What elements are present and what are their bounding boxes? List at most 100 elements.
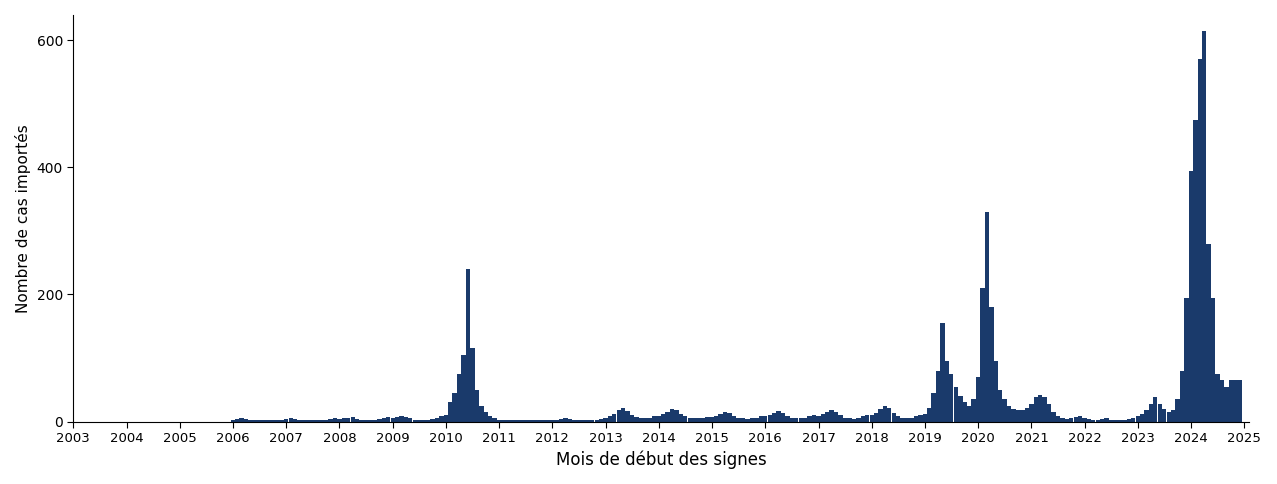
Bar: [1153, 397, 1157, 422]
Bar: [364, 420, 368, 422]
Bar: [1162, 409, 1166, 422]
Bar: [244, 419, 248, 422]
Bar: [1056, 416, 1060, 422]
Bar: [847, 418, 852, 422]
Bar: [1216, 374, 1220, 422]
Bar: [900, 418, 905, 422]
Bar: [590, 420, 594, 422]
Bar: [1087, 419, 1092, 422]
Bar: [289, 418, 292, 422]
Bar: [914, 416, 918, 422]
Bar: [448, 403, 452, 422]
Bar: [409, 418, 412, 422]
Bar: [595, 420, 599, 422]
Bar: [1202, 31, 1207, 422]
Bar: [732, 416, 737, 422]
Bar: [475, 390, 479, 422]
Bar: [1065, 419, 1069, 422]
Bar: [599, 419, 603, 422]
Bar: [794, 418, 798, 422]
Bar: [1166, 412, 1171, 422]
Bar: [298, 420, 301, 422]
Bar: [1207, 243, 1211, 422]
Bar: [888, 408, 891, 422]
Bar: [324, 420, 328, 422]
Bar: [527, 420, 533, 422]
Bar: [669, 409, 674, 422]
Bar: [1234, 380, 1237, 422]
Bar: [798, 418, 803, 422]
Bar: [972, 399, 976, 422]
Bar: [737, 418, 741, 422]
Bar: [644, 418, 647, 422]
Bar: [714, 416, 719, 422]
Bar: [1011, 409, 1016, 422]
Bar: [1078, 416, 1083, 422]
Bar: [1131, 418, 1135, 422]
Bar: [870, 415, 873, 422]
Bar: [430, 419, 434, 422]
Bar: [404, 417, 409, 422]
Bar: [506, 420, 510, 422]
Bar: [568, 419, 572, 422]
Bar: [457, 374, 461, 422]
Bar: [683, 416, 687, 422]
Bar: [638, 418, 644, 422]
Bar: [427, 420, 430, 422]
Bar: [954, 387, 958, 422]
Bar: [873, 413, 879, 422]
Bar: [545, 420, 550, 422]
Bar: [891, 413, 896, 422]
Bar: [310, 420, 315, 422]
Bar: [949, 374, 954, 422]
Bar: [604, 418, 608, 422]
Bar: [755, 418, 759, 422]
Bar: [994, 361, 997, 422]
Bar: [696, 418, 701, 422]
Bar: [502, 420, 506, 422]
Bar: [1108, 420, 1114, 422]
Bar: [1020, 410, 1024, 422]
Bar: [1029, 404, 1033, 422]
Bar: [750, 418, 753, 422]
Bar: [1034, 397, 1038, 422]
Bar: [395, 417, 400, 422]
Bar: [350, 417, 355, 422]
Bar: [280, 420, 283, 422]
Bar: [533, 420, 536, 422]
Bar: [852, 419, 856, 422]
Bar: [240, 418, 244, 422]
Bar: [554, 420, 559, 422]
Bar: [617, 410, 621, 422]
Bar: [524, 420, 527, 422]
Bar: [559, 419, 563, 422]
Bar: [1122, 420, 1126, 422]
Bar: [328, 419, 333, 422]
Bar: [563, 418, 568, 422]
Bar: [262, 420, 266, 422]
Bar: [882, 406, 888, 422]
Bar: [626, 411, 630, 422]
Bar: [807, 416, 812, 422]
Bar: [918, 415, 922, 422]
Bar: [572, 420, 577, 422]
X-axis label: Mois de début des signes: Mois de début des signes: [555, 451, 766, 469]
Bar: [382, 418, 386, 422]
Bar: [746, 419, 750, 422]
Bar: [812, 415, 816, 422]
Bar: [1002, 399, 1006, 422]
Bar: [1180, 371, 1184, 422]
Bar: [461, 355, 466, 422]
Bar: [692, 418, 696, 422]
Bar: [373, 420, 377, 422]
Bar: [1024, 408, 1029, 422]
Bar: [1105, 418, 1108, 422]
Bar: [586, 420, 590, 422]
Bar: [1135, 416, 1140, 422]
Bar: [1225, 387, 1228, 422]
Bar: [1237, 380, 1243, 422]
Bar: [497, 420, 502, 422]
Bar: [368, 420, 373, 422]
Bar: [275, 420, 280, 422]
Bar: [1220, 380, 1225, 422]
